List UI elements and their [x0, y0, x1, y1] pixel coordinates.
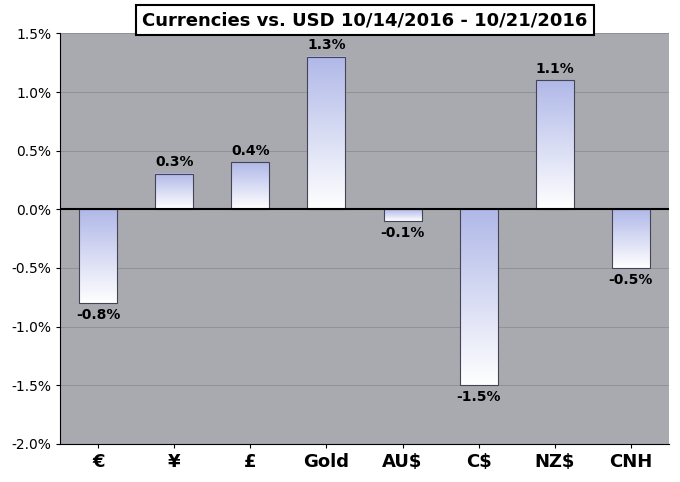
Bar — [155, 174, 193, 209]
Bar — [536, 80, 574, 209]
Text: 1.3%: 1.3% — [307, 38, 345, 52]
Text: -1.5%: -1.5% — [456, 390, 501, 404]
Text: 0.4%: 0.4% — [231, 144, 270, 158]
Text: -0.8%: -0.8% — [76, 308, 120, 322]
Bar — [307, 57, 345, 209]
Bar — [384, 209, 422, 221]
Bar — [231, 162, 269, 209]
Bar — [612, 209, 650, 268]
Title: Currencies vs. USD 10/14/2016 - 10/21/2016: Currencies vs. USD 10/14/2016 - 10/21/20… — [142, 11, 588, 29]
Text: 1.1%: 1.1% — [535, 62, 574, 76]
Text: 0.3%: 0.3% — [155, 156, 194, 170]
Text: -0.1%: -0.1% — [380, 226, 425, 240]
Bar — [79, 209, 117, 303]
Bar — [460, 209, 498, 385]
Text: -0.5%: -0.5% — [609, 273, 653, 287]
